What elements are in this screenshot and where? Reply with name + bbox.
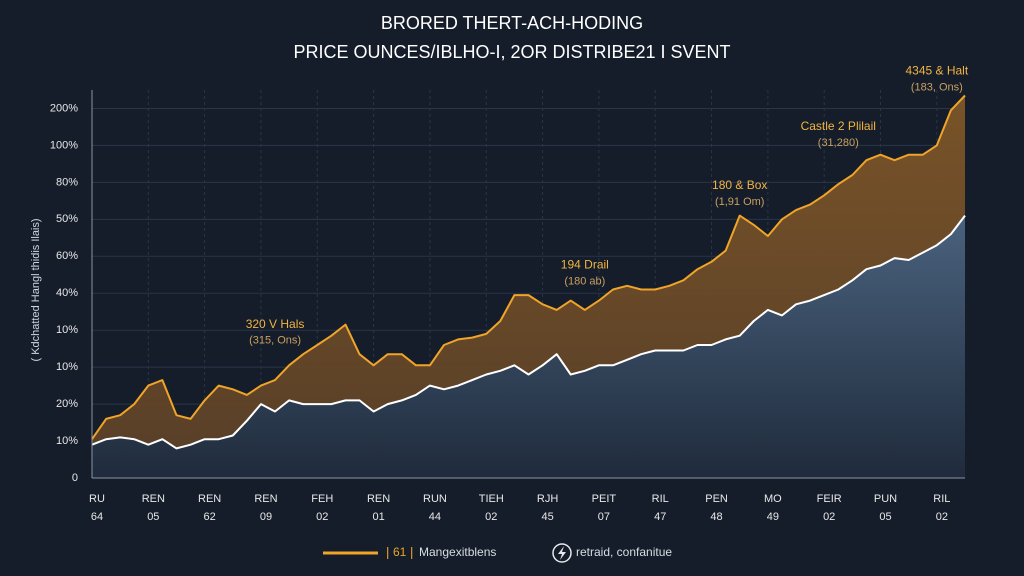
annotation-sublabel: (183, Ons) <box>911 81 963 93</box>
x-tick-label: FEIR <box>817 493 842 505</box>
x-tick-label: 62 <box>204 511 216 523</box>
legend-icon <box>552 543 572 563</box>
x-tick-label: 01 <box>372 511 384 523</box>
x-tick-label: RU <box>89 493 105 505</box>
y-tick-label: 10% <box>56 435 78 447</box>
y-tick-label: 0 <box>72 472 78 484</box>
annotation-label: 4345 & Halt <box>905 64 968 78</box>
annotation-label: Castle 2 Plilail <box>801 119 876 133</box>
legend: | 61 | Mangexitblens retraid, confanitue <box>323 543 672 563</box>
x-tick-label: 05 <box>879 511 891 523</box>
line <box>91 94 966 440</box>
chart-subtitle: PRICE OUNCES/IBLHO-I, 2OR DISTRIBE21 I S… <box>293 42 730 62</box>
x-tick-label: 07 <box>598 511 610 523</box>
x-tick-label: 02 <box>485 511 497 523</box>
x-tick-label: 09 <box>260 511 272 523</box>
chart-title: BRORED THERT-ACH-HODING <box>381 13 643 33</box>
x-tick-label: 02 <box>823 511 835 523</box>
x-tick-label: RIL <box>933 493 950 505</box>
x-tick-label: 49 <box>767 511 779 523</box>
annotation-sublabel: (315, Ons) <box>249 335 301 347</box>
area <box>92 215 965 478</box>
x-tick-label: 02 <box>316 511 328 523</box>
y-tick-label: 10% <box>56 324 78 336</box>
x-tick-label: 45 <box>541 511 553 523</box>
y-axis-title: ( Kdchatted Hangl thidis Ilais) <box>30 218 42 361</box>
annotation-sublabel: (180 ab) <box>564 275 605 287</box>
y-tick-label: 50% <box>56 213 78 225</box>
y-tick-label: 80% <box>56 176 78 188</box>
x-tick-label: 05 <box>147 511 159 523</box>
x-tick-label: RUN <box>423 493 447 505</box>
y-tick-label: 100% <box>50 139 78 151</box>
y-tick-label: 200% <box>50 102 78 114</box>
x-tick-label: 48 <box>710 511 722 523</box>
x-tick-label: REN <box>254 493 277 505</box>
annotation-label: 194 Drail <box>561 258 609 272</box>
annotation-label: 180 & Box <box>712 178 767 192</box>
y-tick-label: 20% <box>56 398 78 410</box>
x-tick-label: REN <box>198 493 221 505</box>
x-tick-label: PEN <box>705 493 728 505</box>
legend-label: Mangexitblens <box>419 545 496 559</box>
x-tick-label: RJH <box>537 493 558 505</box>
x-tick-label: PUN <box>874 493 897 505</box>
x-tick-label: MO <box>764 493 782 505</box>
x-tick-label: TIEH <box>479 493 504 505</box>
legend-separator: | <box>386 544 389 559</box>
x-tick-label: FEH <box>311 493 333 505</box>
legend-separator: | <box>410 544 413 559</box>
x-tick-label: REN <box>367 493 390 505</box>
legend-label: retraid, confanitue <box>576 545 672 559</box>
legend-icon <box>558 546 566 560</box>
x-tick-label: PEIT <box>592 493 617 505</box>
line <box>91 214 966 450</box>
legend-badge: 61 <box>393 545 407 559</box>
annotation-label: 320 V Hals <box>246 317 305 331</box>
x-tick-label: 02 <box>936 511 948 523</box>
y-tick-label: 40% <box>56 287 78 299</box>
annotation-sublabel: (1,91 Om) <box>715 196 765 208</box>
x-tick-label: 47 <box>654 511 666 523</box>
x-tick-label: 44 <box>429 511 441 523</box>
annotation-sublabel: (31,280) <box>818 137 859 149</box>
x-tick-label: RIL <box>652 493 669 505</box>
y-tick-label: 10% <box>56 361 78 373</box>
x-tick-label: REN <box>142 493 165 505</box>
x-tick-label: 64 <box>91 511 103 523</box>
y-tick-label: 60% <box>56 250 78 262</box>
